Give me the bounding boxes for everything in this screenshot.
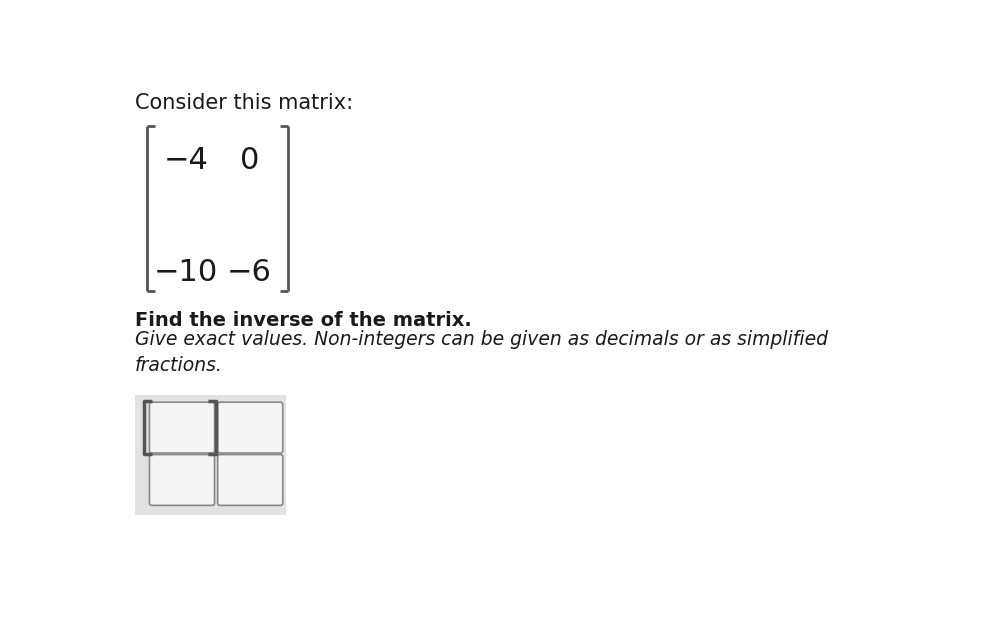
Text: Consider this matrix:: Consider this matrix: <box>135 93 353 113</box>
FancyBboxPatch shape <box>218 402 282 453</box>
Text: −6: −6 <box>227 257 272 286</box>
FancyBboxPatch shape <box>150 454 214 505</box>
Text: −10: −10 <box>154 257 218 286</box>
Text: Give exact values. Non-integers can be given as decimals or as simplified
fracti: Give exact values. Non-integers can be g… <box>135 330 827 375</box>
Text: Find the inverse of the matrix.: Find the inverse of the matrix. <box>135 310 472 329</box>
FancyBboxPatch shape <box>150 402 214 453</box>
FancyBboxPatch shape <box>218 454 282 505</box>
Text: −4: −4 <box>164 146 208 175</box>
FancyBboxPatch shape <box>135 395 285 515</box>
Text: 0: 0 <box>240 146 259 175</box>
